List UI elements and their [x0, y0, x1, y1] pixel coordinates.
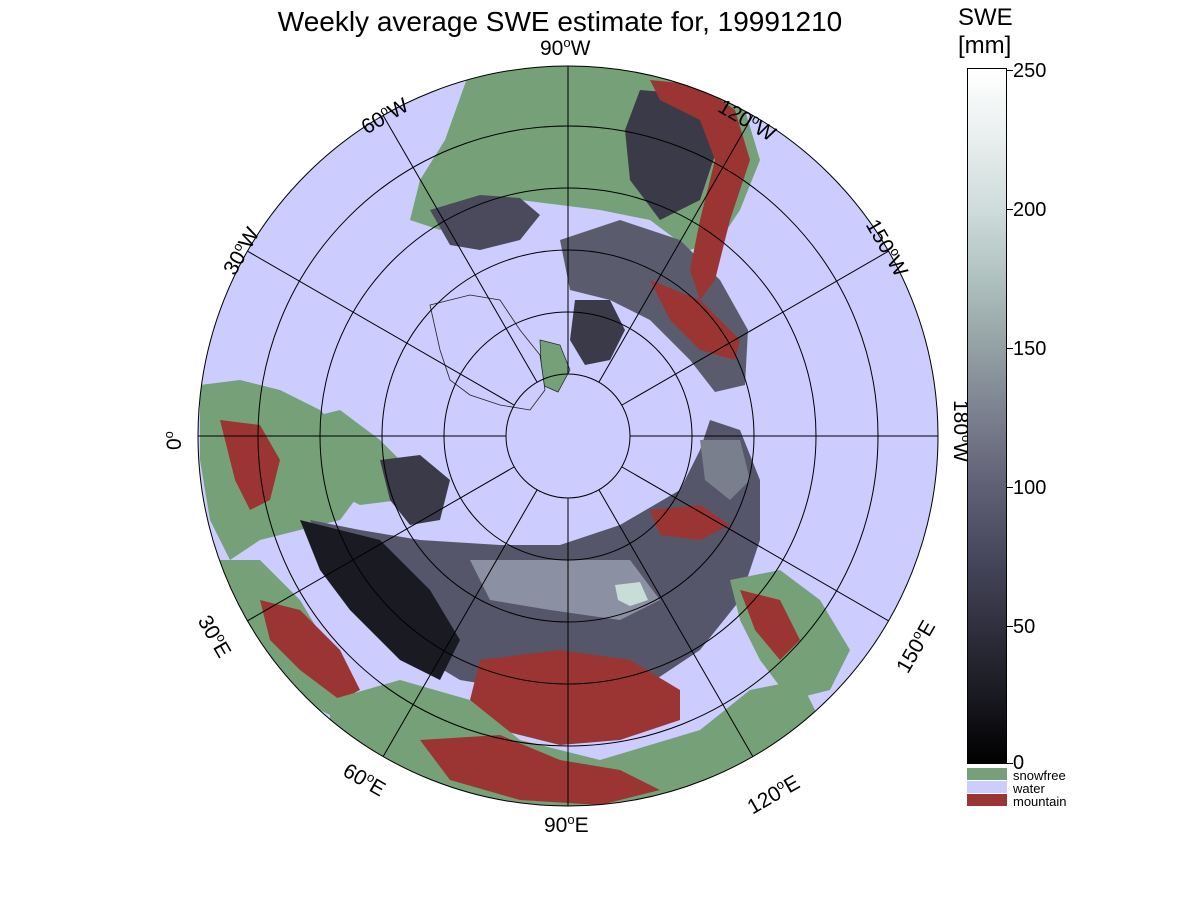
- lon-label-deg: 90: [544, 814, 568, 837]
- snow-kamchatka: [700, 440, 750, 500]
- mountain-himalaya: [420, 735, 660, 805]
- legend-label-water: water: [1013, 781, 1045, 796]
- lon-label-0: 0o: [161, 431, 186, 450]
- legend-label-mountain: mountain: [1013, 794, 1067, 809]
- lon-label-deg: 90: [540, 37, 564, 60]
- graticule: [198, 66, 938, 806]
- colorbar-tick: [1007, 70, 1013, 71]
- lon-label-dir: E: [574, 814, 589, 837]
- mountain-caucasus: [260, 600, 360, 700]
- colorbar-tick: [1007, 348, 1013, 349]
- colorbar-tick: [1007, 626, 1013, 627]
- map-frame: [197, 65, 939, 807]
- snow-scandinavia: [380, 455, 450, 525]
- legend-swatch-snowfree: [967, 768, 1007, 780]
- snow-siberia-core: [470, 560, 660, 620]
- legend-label-snowfree: snowfree: [1013, 768, 1066, 783]
- colorbar-tick-label: 150: [1013, 338, 1047, 360]
- colorbar-tick-label: 250: [1013, 60, 1047, 82]
- snow-west-siberia: [300, 520, 460, 680]
- colorbar-tick-label: 50: [1013, 616, 1036, 638]
- colorbar: [967, 68, 1007, 764]
- legend-swatch-water: [967, 781, 1007, 793]
- colorbar-tick-label: 0: [1013, 752, 1025, 774]
- snow-peak: [615, 582, 648, 606]
- snow-canada: [430, 195, 540, 250]
- mountain-alaska: [650, 280, 740, 360]
- mountain-east-siberia: [650, 505, 730, 540]
- colorbar-title-line1: SWE: [958, 4, 1013, 31]
- mountain-rockies: [650, 80, 750, 300]
- lon-label-dir: W: [570, 37, 591, 60]
- legend-swatch-mountain: [967, 794, 1007, 806]
- arctic-islands: [570, 300, 625, 365]
- colorbar-tick: [1007, 209, 1013, 210]
- lon-label-deg: 0: [163, 438, 186, 450]
- mountain-central-asia: [470, 650, 680, 745]
- colorbar-title-line2: [mm]: [958, 32, 1012, 59]
- landmass-scandinavia: [300, 410, 410, 505]
- lon-label-90w: 90oW: [540, 35, 591, 60]
- lon-label-90e: 90oE: [544, 812, 589, 837]
- colorbar-tick: [1007, 487, 1013, 488]
- map-title: Weekly average SWE estimate for, 1999121…: [277, 6, 843, 37]
- snow-hudson-west: [625, 90, 720, 220]
- colorbar-tick-label: 100: [1013, 477, 1047, 499]
- colorbar-tick-label: 200: [1013, 199, 1047, 221]
- greenland-ice-outline: [429, 294, 546, 411]
- colorbar-tick: [1007, 763, 1013, 764]
- mountain-alps: [220, 420, 280, 510]
- mountain-east-asia: [740, 590, 800, 660]
